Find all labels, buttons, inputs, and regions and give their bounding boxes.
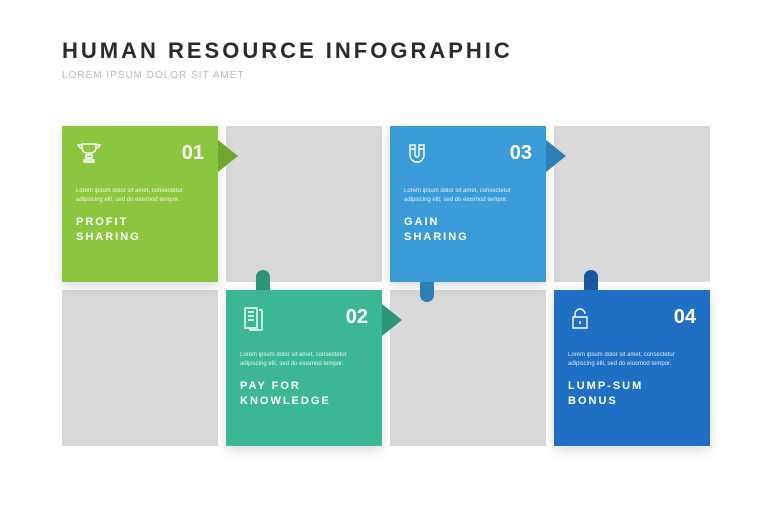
document-icon — [240, 306, 266, 337]
arrow-right — [382, 304, 402, 336]
card-body: Lorem ipsum dolor sit amet, consectetur … — [568, 351, 696, 369]
card-pay-for-knowledge: 02 Lorem ipsum dolor sit amet, consectetu… — [226, 290, 382, 446]
card-header: 03 — [404, 142, 532, 173]
lock-icon — [568, 306, 594, 337]
magnet-icon — [404, 142, 430, 173]
grid-cell — [554, 126, 710, 282]
card-label: PROFITSHARING — [76, 215, 204, 246]
grid-cell — [62, 290, 218, 446]
card-header: 02 — [240, 306, 368, 337]
card-body: Lorem ipsum dolor sit amet, consectetur … — [240, 351, 368, 369]
card-profit-sharing: 01 Lorem ipsum dolor sit amet, consectetu… — [62, 126, 218, 282]
arrow-right — [218, 140, 238, 172]
header: HUMAN RESOURCE INFOGRAPHIC LOREM IPSUM D… — [0, 0, 777, 81]
card-body: Lorem ipsum dolor sit amet, consectetur … — [76, 187, 204, 205]
arrow-right — [546, 140, 566, 172]
page-subtitle: LOREM IPSUM DOLOR SIT AMET — [62, 70, 777, 81]
card-number: 01 — [182, 142, 204, 165]
card-gain-sharing: 03 Lorem ipsum dolor sit amet, consectetu… — [390, 126, 546, 282]
trophy-icon — [76, 142, 102, 173]
card-number: 04 — [674, 306, 696, 329]
card-header: 01 — [76, 142, 204, 173]
connector-tab — [420, 282, 434, 302]
card-header: 04 — [568, 306, 696, 337]
card-label: GAINSHARING — [404, 215, 532, 246]
card-lump-sum-bonus: 04 Lorem ipsum dolor sit amet, consectetu… — [554, 290, 710, 446]
card-number: 03 — [510, 142, 532, 165]
connector-tab — [256, 270, 270, 290]
card-body: Lorem ipsum dolor sit amet, consectetur … — [404, 187, 532, 205]
card-label: LUMP-SUMBONUS — [568, 379, 696, 410]
connector-tab — [584, 270, 598, 290]
grid-cell — [226, 126, 382, 282]
grid-cell — [390, 290, 546, 446]
card-number: 02 — [346, 306, 368, 329]
page-title: HUMAN RESOURCE INFOGRAPHIC — [62, 38, 777, 64]
card-label: PAY FORKNOWLEDGE — [240, 379, 368, 410]
